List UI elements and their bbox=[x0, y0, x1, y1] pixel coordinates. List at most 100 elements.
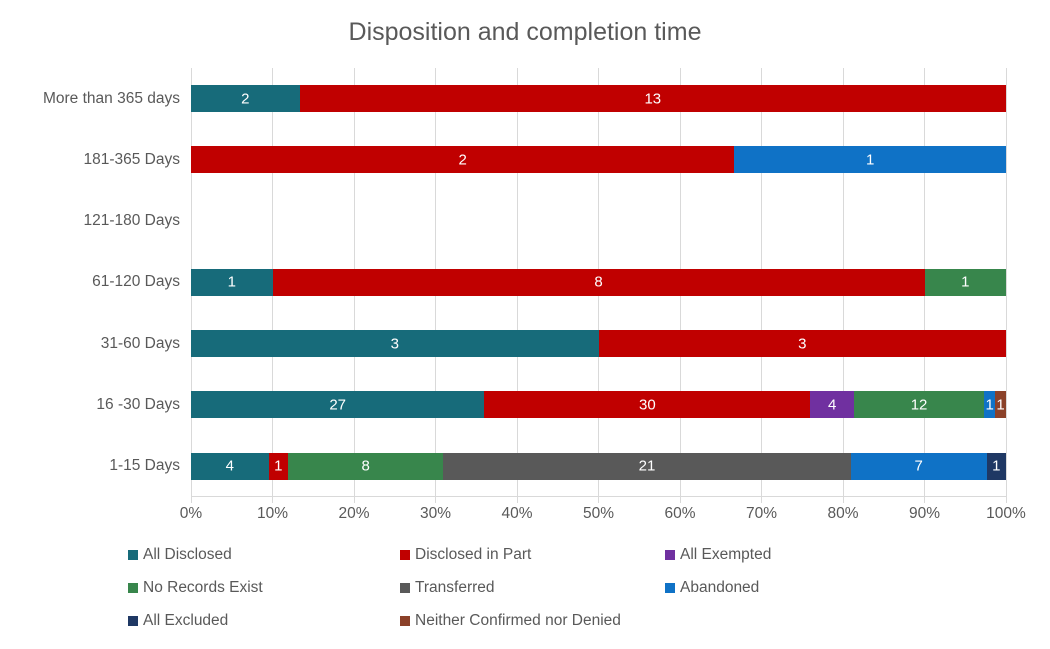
stacked-bar: 27 30 4 12 1 1 bbox=[191, 391, 1006, 419]
axis-tick bbox=[516, 496, 518, 503]
legend-label: Abandoned bbox=[680, 579, 760, 596]
legend-label: All Excluded bbox=[143, 612, 229, 629]
x-axis-label: 20% bbox=[338, 505, 370, 522]
bar-segment-value: 21 bbox=[638, 457, 656, 475]
legend-label: Disclosed in Part bbox=[415, 546, 532, 563]
x-axis-label: 60% bbox=[664, 505, 696, 522]
bar-segment: 21 bbox=[443, 452, 851, 480]
legend-swatch bbox=[128, 616, 138, 626]
legend-label: All Disclosed bbox=[143, 546, 232, 563]
legend-item: Transferred bbox=[400, 578, 495, 598]
bar-segment-value: 1 bbox=[996, 396, 1005, 414]
bar-row: 27 30 4 12 1 1 bbox=[191, 374, 1006, 435]
bar-segment: 30 bbox=[484, 391, 811, 419]
legend-item: No Records Exist bbox=[128, 578, 263, 598]
axis-tick bbox=[598, 496, 599, 503]
bar-segment-value: 1 bbox=[985, 396, 994, 414]
legend-item: All Excluded bbox=[128, 611, 228, 631]
bar-segment-value: 1 bbox=[274, 457, 283, 475]
bar-segment-value: 12 bbox=[910, 396, 928, 414]
bar-segment: 2 bbox=[191, 146, 735, 174]
x-axis-label: 80% bbox=[827, 505, 859, 522]
x-axis-label: 40% bbox=[501, 505, 533, 522]
bar-segment: 1 bbox=[734, 146, 1006, 174]
bar-segment-value: 8 bbox=[361, 457, 370, 475]
bar-segment: 12 bbox=[853, 391, 985, 419]
y-axis-category-labels: More than 365 days 181-365 Days 121-180 Da… bbox=[0, 68, 180, 497]
bar-segment: 13 bbox=[299, 85, 1006, 112]
bar-segment-value: 4 bbox=[827, 396, 837, 414]
legend-item: Disclosed in Part bbox=[400, 545, 531, 565]
x-axis-tick-labels: 0% 10% 20% 30% 40% 50% 60% 70% 80% 90% 100% bbox=[180, 505, 1026, 527]
legend-item: Neither Confirmed nor Denied bbox=[400, 611, 621, 631]
x-axis-label: 10% bbox=[256, 505, 289, 522]
bar-segment-value: 4 bbox=[225, 457, 234, 475]
bar-segment-value: 1 bbox=[992, 457, 1001, 475]
legend-swatch bbox=[400, 583, 410, 593]
bar-segment-value: 2 bbox=[458, 151, 467, 169]
bar-segment: 1 bbox=[924, 268, 1006, 296]
bar-segment: 1 bbox=[995, 391, 1006, 419]
bar-segment-value: 27 bbox=[329, 396, 347, 414]
stacked-bar: 2 13 bbox=[191, 85, 1006, 112]
bar-row bbox=[191, 191, 1006, 252]
legend-item: All Disclosed bbox=[128, 545, 232, 565]
category-label: 181-365 Days bbox=[83, 150, 180, 168]
legend-swatch bbox=[128, 550, 138, 560]
axis-tick bbox=[272, 496, 273, 503]
axis-tick bbox=[190, 496, 192, 503]
category-label: 16 -30 Days bbox=[96, 396, 180, 414]
legend-swatch bbox=[400, 550, 410, 560]
bar-row: 2 13 bbox=[191, 68, 1006, 129]
bar-segment: 2 bbox=[191, 85, 300, 112]
bar-segment-value: 3 bbox=[390, 335, 399, 353]
bar-segment: 8 bbox=[288, 452, 444, 480]
bar-segment-value: 7 bbox=[914, 457, 923, 475]
bar-segment-value: 8 bbox=[594, 273, 603, 291]
axis-tick bbox=[353, 496, 355, 503]
category-label: 1-15 Days bbox=[109, 457, 180, 475]
stacked-bar: 4 1 8 21 7 1 bbox=[191, 452, 1006, 480]
bar-row: 4 1 8 21 7 1 bbox=[191, 436, 1006, 497]
category-label: 61-120 Days bbox=[92, 273, 180, 291]
x-axis-label: 0% bbox=[179, 505, 203, 522]
x-axis-label: 90% bbox=[908, 505, 941, 522]
chart-title: Disposition and completion time bbox=[348, 18, 702, 46]
bar-segment: 4 bbox=[810, 391, 854, 419]
axis-tick bbox=[435, 496, 436, 503]
plot-area: 2 13 2 1 1 8 1 3 3 27 30 4 12 1 1 4 1 8 21 7 1 bbox=[190, 68, 1007, 503]
axis-tick bbox=[761, 496, 762, 503]
x-axis-label: 70% bbox=[745, 505, 778, 522]
legend-label: Neither Confirmed nor Denied bbox=[415, 612, 621, 629]
legend-item: Abandoned bbox=[665, 578, 759, 598]
axis-tick bbox=[1005, 496, 1007, 503]
axis-tick bbox=[679, 496, 681, 503]
bar-segment: 8 bbox=[272, 268, 925, 296]
bar-segment: 7 bbox=[850, 452, 987, 480]
bar-segment: 1 bbox=[191, 268, 273, 296]
bar-row: 1 8 1 bbox=[191, 252, 1006, 313]
bar-segment-value: 1 bbox=[961, 273, 970, 291]
bar-segment: 1 bbox=[986, 452, 1006, 480]
legend-label: All Exempted bbox=[680, 546, 772, 563]
bar-segment: 4 bbox=[191, 452, 269, 480]
bar-segment-value: 1 bbox=[227, 273, 236, 291]
legend-swatch bbox=[665, 583, 675, 593]
bar-segment-value: 1 bbox=[865, 151, 875, 169]
category-label: More than 365 days bbox=[42, 89, 180, 107]
legend-label: Transferred bbox=[415, 579, 495, 596]
legend-swatch bbox=[665, 550, 675, 560]
axis-tick bbox=[924, 496, 925, 503]
bar-segment-value: 13 bbox=[644, 90, 662, 107]
bar-segment: 3 bbox=[598, 330, 1006, 358]
bar-segment: 3 bbox=[191, 330, 599, 358]
x-axis-label: 100% bbox=[986, 505, 1026, 522]
category-label: 121-180 Days bbox=[83, 212, 180, 230]
legend-swatch bbox=[400, 616, 410, 626]
bar-segment-value: 2 bbox=[241, 90, 250, 107]
bar-segment-value: 3 bbox=[798, 335, 807, 353]
